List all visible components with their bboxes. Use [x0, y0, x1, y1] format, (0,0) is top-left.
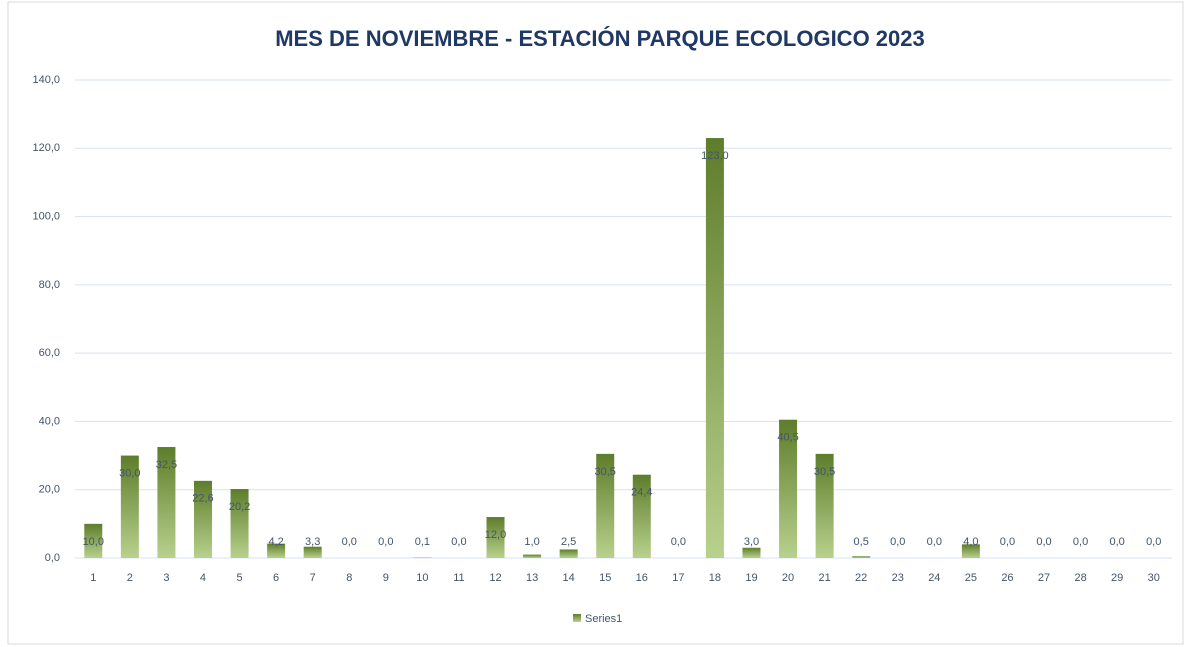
data-label: 0,0 — [1073, 536, 1088, 548]
legend-swatch — [573, 614, 581, 622]
y-tick-label: 0,0 — [45, 552, 60, 564]
bar — [852, 556, 871, 558]
y-tick-label: 120,0 — [32, 142, 60, 154]
data-label: 123,0 — [701, 150, 729, 162]
data-label: 0,0 — [1110, 536, 1125, 548]
data-label: 30,0 — [119, 467, 140, 479]
x-tick-label: 29 — [1111, 572, 1123, 584]
x-tick-label: 1 — [90, 572, 96, 584]
x-tick-label: 14 — [563, 572, 575, 584]
bar — [486, 517, 505, 558]
bar — [961, 544, 980, 558]
data-label: 4,0 — [963, 536, 978, 548]
y-tick-label: 80,0 — [39, 279, 60, 291]
data-label: 12,0 — [485, 529, 506, 541]
x-tick-label: 25 — [965, 572, 977, 584]
bar — [815, 453, 834, 558]
bar — [559, 549, 578, 558]
bar — [523, 554, 542, 558]
x-tick-label: 2 — [127, 572, 133, 584]
y-tick-label: 60,0 — [39, 347, 60, 359]
y-tick-label: 100,0 — [32, 210, 60, 222]
data-label: 0,0 — [342, 536, 357, 548]
x-tick-label: 19 — [745, 572, 757, 584]
x-tick-label: 4 — [200, 572, 206, 584]
data-label: 3,0 — [744, 536, 759, 548]
x-tick-label: 16 — [636, 572, 648, 584]
x-tick-label: 26 — [1001, 572, 1013, 584]
data-label: 0,0 — [451, 536, 466, 548]
bar — [779, 419, 798, 558]
x-tick-label: 5 — [236, 572, 242, 584]
data-label: 0,0 — [378, 536, 393, 548]
data-label: 2,5 — [561, 536, 576, 548]
data-label: 32,5 — [156, 459, 177, 471]
x-tick-label: 20 — [782, 572, 794, 584]
x-tick-label: 6 — [273, 572, 279, 584]
x-tick-label: 11 — [453, 572, 464, 584]
bar — [303, 546, 322, 558]
data-label: 0,0 — [1146, 536, 1161, 548]
x-tick-label: 3 — [163, 572, 169, 584]
x-tick-label: 18 — [709, 572, 721, 584]
bar — [267, 543, 286, 558]
data-label: 0,0 — [671, 536, 686, 548]
x-tick-label: 27 — [1038, 572, 1050, 584]
bar — [230, 489, 249, 558]
x-tick-label: 22 — [855, 572, 867, 584]
bar — [742, 547, 761, 558]
y-tick-label: 20,0 — [39, 484, 60, 496]
chart-border — [7, 1, 1184, 645]
y-tick-label: 140,0 — [32, 74, 60, 86]
data-label: 30,5 — [814, 466, 835, 478]
bar — [157, 447, 176, 558]
data-label: 22,6 — [192, 493, 213, 505]
x-tick-label: 23 — [892, 572, 904, 584]
data-label: 0,1 — [415, 536, 430, 548]
data-label: 10,0 — [83, 536, 104, 548]
x-tick-label: 7 — [310, 572, 316, 584]
x-tick-label: 17 — [672, 572, 684, 584]
x-tick-label: 24 — [928, 572, 940, 584]
chart-title: MES DE NOVIEMBRE - ESTACIÓN PARQUE ECOLO… — [275, 26, 925, 51]
bar — [120, 455, 139, 558]
bar — [632, 474, 651, 558]
x-tick-label: 28 — [1074, 572, 1086, 584]
data-label: 0,0 — [1036, 536, 1051, 548]
bar — [84, 523, 103, 558]
data-label: 1,0 — [524, 536, 539, 548]
x-tick-label: 21 — [818, 572, 830, 584]
data-label: 40,5 — [777, 432, 798, 444]
x-tick-label: 10 — [416, 572, 428, 584]
data-label: 4,2 — [268, 536, 283, 548]
data-label: 30,5 — [595, 466, 616, 478]
data-label: 24,4 — [631, 487, 652, 499]
data-label: 0,5 — [854, 536, 869, 548]
bar — [193, 480, 212, 558]
data-label: 0,0 — [890, 536, 905, 548]
data-label: 0,0 — [927, 536, 942, 548]
x-tick-label: 8 — [346, 572, 352, 584]
legend-label: Series1 — [585, 613, 622, 625]
x-tick-label: 9 — [383, 572, 389, 584]
x-tick-label: 15 — [599, 572, 611, 584]
x-tick-label: 13 — [526, 572, 538, 584]
bar — [596, 453, 615, 558]
data-label: 0,0 — [1000, 536, 1015, 548]
bar — [705, 138, 724, 559]
data-label: 20,2 — [229, 501, 250, 513]
data-label: 3,3 — [305, 536, 320, 548]
y-tick-label: 40,0 — [39, 415, 60, 427]
x-tick-label: 30 — [1148, 572, 1160, 584]
x-tick-label: 12 — [489, 572, 501, 584]
